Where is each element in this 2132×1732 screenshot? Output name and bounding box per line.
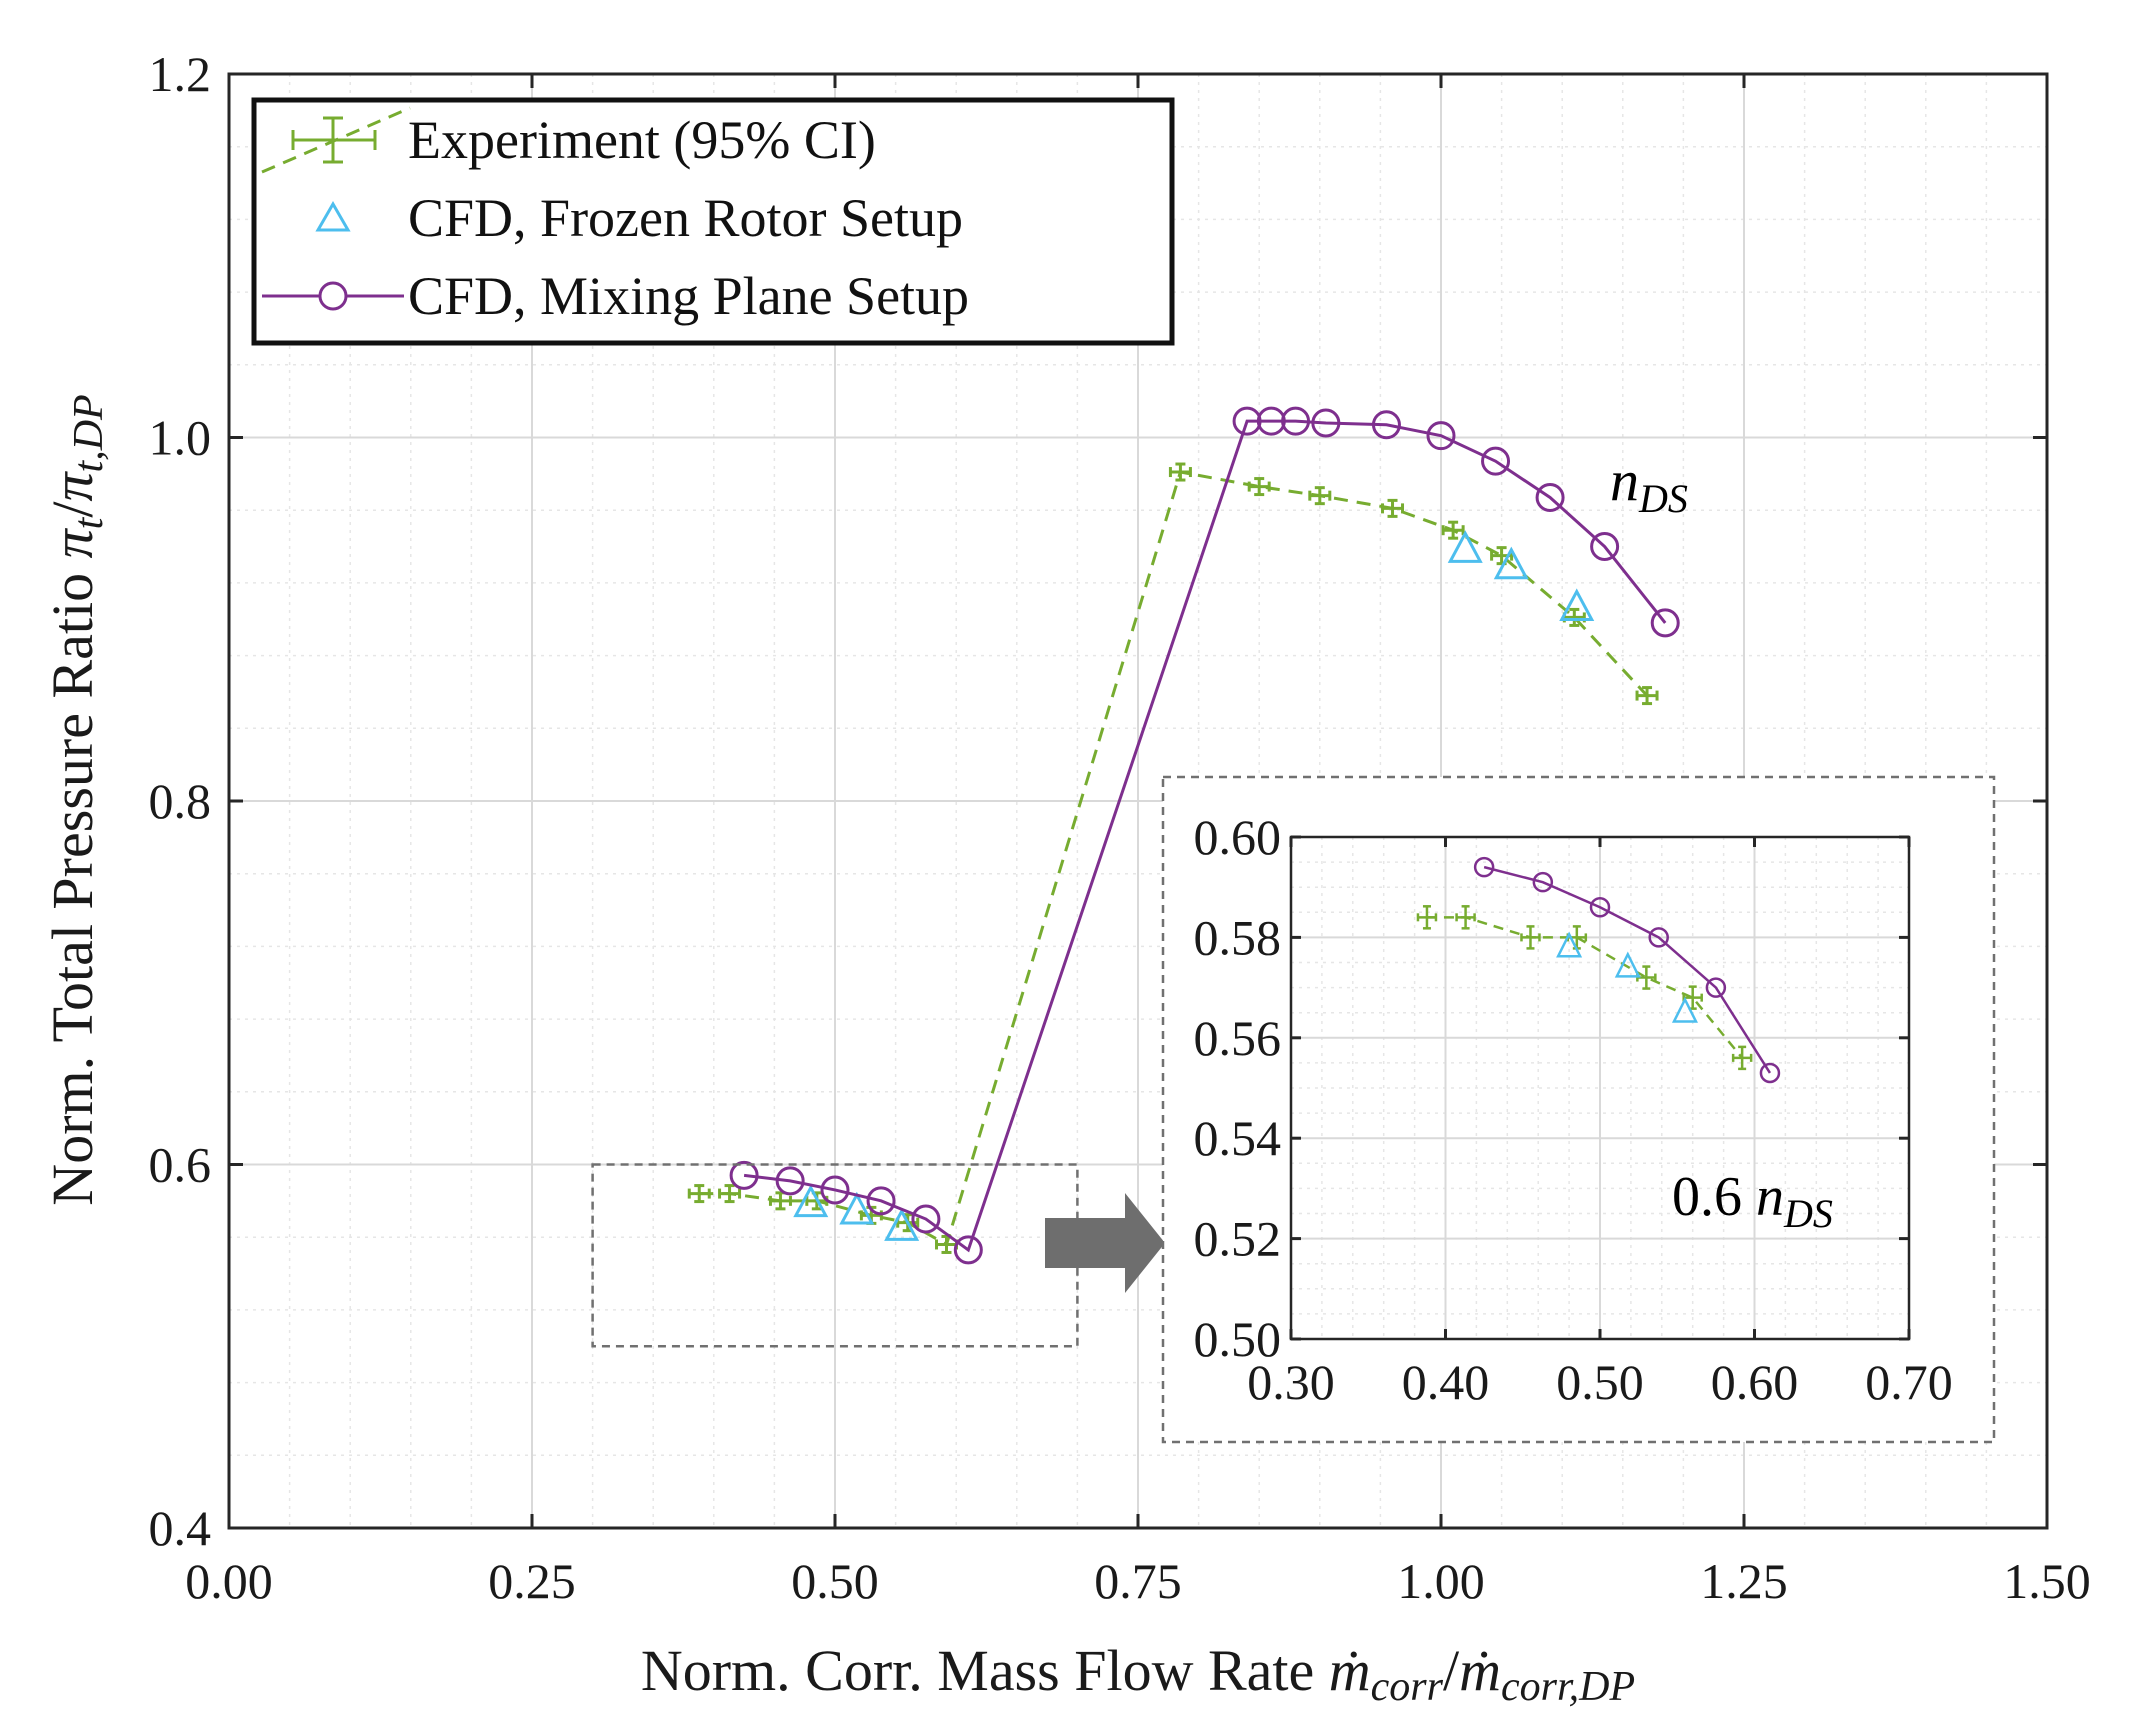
inset-series-2-point-4 <box>1705 977 1727 998</box>
inset-series-1-point-1 <box>1614 951 1641 978</box>
inset-x-tick-label: 0.50 <box>1556 1354 1644 1410</box>
main-series-0-point-2 <box>768 1191 792 1211</box>
main-series-0-point-8 <box>1247 477 1271 497</box>
inset-y-tick-label: 0.52 <box>1194 1211 1282 1267</box>
legend: Experiment (95% CI) CFD, Frozen Rotor Se… <box>251 97 1175 346</box>
inset-y-tick-label: 0.60 <box>1194 809 1282 865</box>
inset-y-tick-label: 0.50 <box>1194 1311 1282 1367</box>
inset-y-tick-label: 0.58 <box>1194 909 1282 965</box>
main-series-0-point-7 <box>1168 462 1192 482</box>
main-x-tick-label: 0.75 <box>1094 1553 1182 1609</box>
inset-series-2-point-2 <box>1589 897 1611 918</box>
main-series-2-point-2 <box>820 1175 850 1205</box>
main-series-2-point-9 <box>1311 408 1341 438</box>
main-x-tick-label: 1.25 <box>1700 1553 1788 1609</box>
inset-panel <box>1161 775 1996 1444</box>
inset-series-2-point-1 <box>1532 871 1554 893</box>
inset-series-0-point-1 <box>1455 905 1476 930</box>
inset-x-tick-label: 0.60 <box>1711 1354 1799 1410</box>
inset-series-1-point-0 <box>1556 931 1583 958</box>
inset-series-2-point-3 <box>1648 927 1669 948</box>
main-series-2-point-14 <box>1590 532 1620 562</box>
main-y-tick-label: 0.4 <box>149 1500 212 1556</box>
legend-mixing-plane-marker <box>318 281 348 311</box>
main-series-1-point-0 <box>793 1184 829 1218</box>
inset-y-tick-label: 0.56 <box>1194 1010 1282 1066</box>
main-series-2-point-5 <box>953 1235 983 1265</box>
inset-series-0-point-2 <box>1520 925 1541 950</box>
main-series-1-point-5 <box>1559 588 1595 622</box>
main-series-1-point-4 <box>1493 546 1529 580</box>
inset-x-tick-label: 0.40 <box>1402 1354 1490 1410</box>
main-x-tick-label: 1.50 <box>2003 1553 2091 1609</box>
main-y-tick-label: 1.0 <box>149 410 212 466</box>
main-series-2-point-11 <box>1426 421 1456 451</box>
inset-ticks: 0.30 0.40 0.50 0.60 0.70 0.50 0.52 0.54 0.56 0.58… <box>1194 809 1953 1410</box>
main-series-0-point-1 <box>718 1184 742 1204</box>
main-x-tick-label: 0.00 <box>185 1553 273 1609</box>
main-series-0-point-14 <box>1635 686 1659 706</box>
main-x-tick-label: 0.50 <box>791 1553 879 1609</box>
main-series-1-point-2 <box>884 1208 920 1241</box>
legend-label-experiment: Experiment (95% CI) <box>408 110 876 170</box>
main-series-1-point-3 <box>1447 530 1483 563</box>
main-series-0-point-10 <box>1381 498 1405 518</box>
main-series-2-point-7 <box>1256 406 1286 436</box>
main-series-1-point-1 <box>839 1191 875 1225</box>
main-series-2-point-10 <box>1371 410 1401 440</box>
legend-label-frozen-rotor: CFD, Frozen Rotor Setup <box>408 188 963 248</box>
legend-box <box>251 97 1175 346</box>
inset-y-tick-label: 0.54 <box>1194 1110 1282 1166</box>
main-series-0-point-0 <box>687 1184 711 1204</box>
inset-series-0-point-6 <box>1731 1045 1753 1071</box>
main-series-2-point-4 <box>911 1204 941 1234</box>
inset-series-0-point-0 <box>1416 905 1438 930</box>
main-series <box>687 406 1680 1265</box>
legend-label-mixing-plane: CFD, Mixing Plane Setup <box>408 266 969 326</box>
annotation-nds: nDS <box>1610 448 1688 521</box>
main-ticks: 0.00 0.25 0.50 0.75 1.00 1.25 1.50 0.4 0.6 0.8 1.0… <box>149 46 2091 1609</box>
main-series-0-point-9 <box>1308 486 1332 506</box>
main-series-2-point-3 <box>866 1186 896 1216</box>
inset-series-1-point-2 <box>1671 996 1698 1023</box>
y-axis-title: Norm. Total Pressure Ratio πt/πt,DP <box>40 394 112 1205</box>
main-x-tick-label: 1.00 <box>1397 1553 1485 1609</box>
inset-series-2-point-0 <box>1473 856 1495 878</box>
main-y-tick-label: 1.2 <box>149 46 212 102</box>
inset-series-2-point-5 <box>1759 1062 1781 1084</box>
main-y-tick-label: 0.6 <box>149 1137 212 1193</box>
main-series-2-point-8 <box>1281 406 1311 436</box>
main-y-tick-label: 0.8 <box>149 773 212 829</box>
main-series-2-point-6 <box>1232 406 1262 436</box>
legend-frozen-rotor-marker <box>315 200 351 232</box>
inset-series <box>1416 856 1781 1084</box>
x-axis-title: Norm. Corr. Mass Flow Rate ṁcorr/ṁcorr,D… <box>641 1638 1635 1710</box>
main-x-tick-label: 0.25 <box>488 1553 576 1609</box>
main-series-2-point-15 <box>1650 608 1680 638</box>
main-series-2-point-12 <box>1481 446 1511 476</box>
main-series-0-point-11 <box>1441 520 1465 540</box>
inset-x-tick-label: 0.70 <box>1865 1354 1953 1410</box>
main-series-2-point-1 <box>775 1166 805 1196</box>
main-series-2-point-13 <box>1535 482 1565 512</box>
main-series-2-point-0 <box>729 1160 759 1190</box>
legend-experiment-marker <box>261 106 411 174</box>
zoom-arrow <box>1045 1193 1165 1293</box>
inset-x-tick-label: 0.30 <box>1247 1354 1335 1410</box>
